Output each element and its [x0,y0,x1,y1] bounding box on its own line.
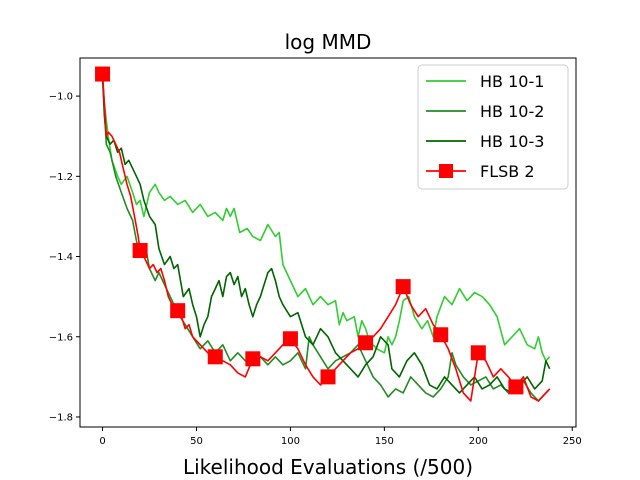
legend-label-hb-10-1: HB 10-1 [480,72,544,91]
series-line-hb-10-3 [101,75,551,394]
x-tick-label-1: 50 [190,436,203,447]
y-tick-label-2: −1.4 [49,252,73,263]
y-axis: −1.0 −1.2 −1.4 −1.6 −1.8 [49,92,80,423]
legend-frame [417,64,569,190]
marker-flsb-2-5 [282,331,298,347]
x-tick-label-4: 200 [469,436,488,447]
chart-title: log MMD [285,30,372,54]
legend-label-hb-10-3: HB 10-3 [480,132,544,151]
plot-frame [79,57,577,428]
marker-flsb-2-6 [320,369,336,385]
x-tick-label-2: 100 [281,436,300,447]
marker-flsb-2-10 [470,345,486,361]
marker-flsb-2-4 [245,351,261,367]
marker-flsb-2-1 [132,243,148,259]
legend: HB 10-1 HB 10-2 HB 10-3 FLSB 2 [417,64,569,190]
legend-label-flsb-2: FLSB 2 [480,162,535,181]
marker-flsb-2-0 [95,66,111,82]
y-tick-label-0: −1.0 [49,92,73,103]
marker-flsb-2-11 [508,379,524,395]
x-tick-label-0: 0 [99,436,105,447]
x-axis: 0 50 100 150 200 250 [99,427,582,447]
plot-area [79,57,577,428]
y-tick-label-1: −1.2 [49,172,73,183]
y-tick-label-3: −1.6 [49,332,73,343]
marker-flsb-2-3 [207,349,223,365]
marker-flsb-2-2 [170,303,186,319]
marker-flsb-2-8 [395,279,411,295]
marker-flsb-2-9 [433,327,449,343]
series-line-hb-10-1 [101,75,551,362]
y-tick-label-4: −1.8 [49,412,73,423]
legend-marker-flsb-2 [439,164,453,178]
series-line-hb-10-2 [101,75,551,402]
x-tick-label-5: 250 [563,436,582,447]
x-tick-label-3: 150 [375,436,394,447]
legend-label-hb-10-2: HB 10-2 [480,102,544,121]
marker-flsb-2-7 [358,335,374,351]
x-axis-label: Likelihood Evaluations (/500) [183,455,473,479]
marker-layer [95,66,524,395]
